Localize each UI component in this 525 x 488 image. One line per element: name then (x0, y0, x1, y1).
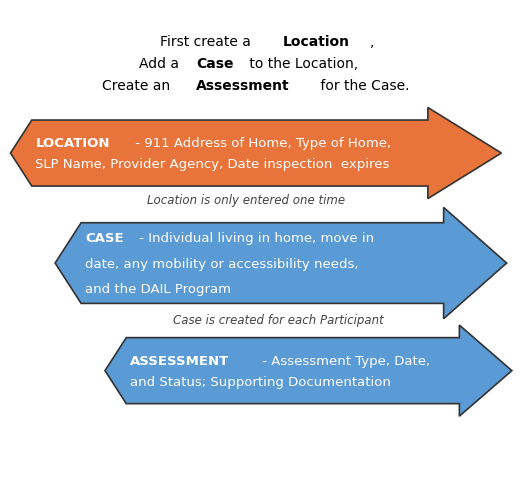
Text: Case: Case (196, 57, 234, 70)
Text: and the DAIL Program: and the DAIL Program (86, 283, 232, 296)
Text: Location: Location (283, 35, 350, 48)
Text: for the Case.: for the Case. (317, 79, 410, 92)
Text: to the Location,: to the Location, (245, 57, 358, 70)
Text: SLP Name, Provider Agency, Date inspection  expires: SLP Name, Provider Agency, Date inspecti… (35, 158, 390, 171)
Text: First create a: First create a (160, 35, 256, 48)
Text: Create an: Create an (102, 79, 174, 92)
Text: LOCATION: LOCATION (35, 137, 110, 150)
Text: CASE: CASE (86, 231, 124, 244)
Text: Location is only entered one time: Location is only entered one time (147, 194, 345, 206)
Text: date, any mobility or accessibility needs,: date, any mobility or accessibility need… (86, 257, 359, 270)
Text: - Individual living in home, move in: - Individual living in home, move in (135, 231, 374, 244)
Text: Assessment: Assessment (196, 79, 289, 92)
Text: - 911 Address of Home, Type of Home,: - 911 Address of Home, Type of Home, (131, 137, 392, 150)
Text: ASSESSMENT: ASSESSMENT (130, 354, 229, 367)
Text: and Status; Supporting Documentation: and Status; Supporting Documentation (130, 375, 391, 388)
Text: Case is created for each Participant: Case is created for each Participant (173, 313, 384, 326)
Polygon shape (55, 208, 507, 319)
Polygon shape (105, 325, 512, 416)
Text: Add a: Add a (139, 57, 183, 70)
Polygon shape (10, 108, 501, 199)
Text: ,: , (370, 35, 374, 48)
Text: - Assessment Type, Date,: - Assessment Type, Date, (258, 354, 430, 367)
